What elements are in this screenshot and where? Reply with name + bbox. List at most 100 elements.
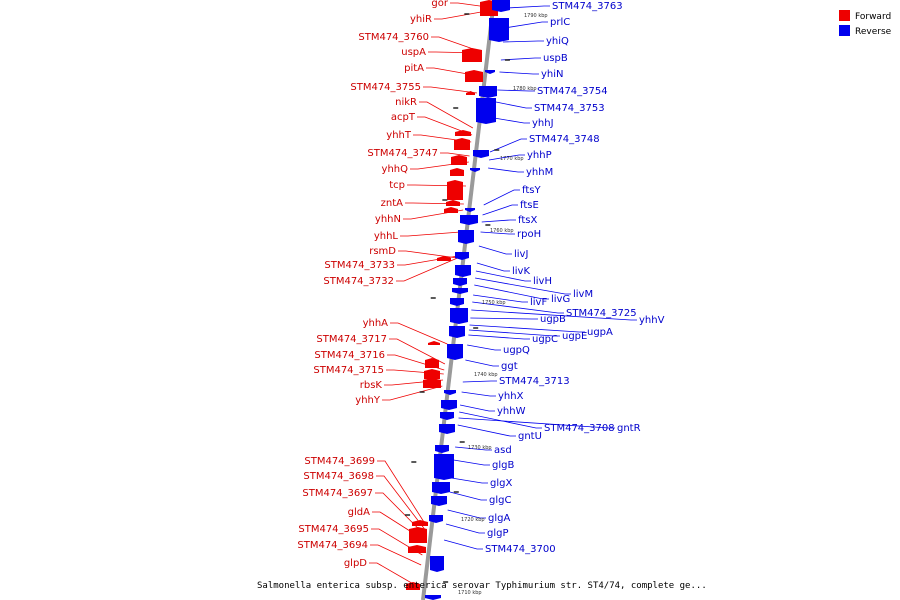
reverse-gene-label: ugpQ — [503, 345, 530, 356]
reverse-connector — [480, 231, 515, 235]
reverse-connector — [495, 101, 532, 109]
reverse-gene-label: STM474_3763 — [552, 1, 623, 12]
reverse-gene-feature — [431, 496, 447, 506]
reverse-connector — [453, 459, 490, 466]
reverse-gene-label: ftsX — [518, 215, 537, 226]
reverse-connector — [503, 40, 544, 43]
reverse-gene-label: ugpE — [562, 331, 587, 342]
reverse-gene-label: yhhV — [639, 315, 665, 326]
reverse-connector — [459, 411, 542, 429]
scale-tick-label: 1710 kbp — [458, 590, 482, 596]
reverse-gene-feature — [439, 424, 455, 434]
reverse-gene-label: yhhW — [497, 406, 526, 417]
reverse-connector — [472, 301, 564, 314]
forward-connector — [434, 10, 487, 20]
reverse-gene-feature — [450, 298, 464, 306]
reverse-gene-label: ggt — [501, 361, 518, 372]
forward-connector — [417, 116, 473, 136]
forward-gene-label: yhhN — [375, 214, 401, 225]
forward-gene-label: yhhT — [386, 130, 412, 141]
forward-connector — [426, 67, 480, 77]
reverse-connector — [488, 167, 524, 173]
reverse-connector — [475, 270, 531, 282]
forward-gene-label: STM474_3699 — [304, 456, 375, 467]
reverse-gene-label: STM474_3713 — [499, 376, 570, 387]
reverse-gene-label: glgX — [490, 478, 512, 489]
reverse-gene-feature — [429, 515, 443, 523]
forward-gene-label: STM474_3698 — [303, 471, 374, 482]
legend-forward-label: Forward — [855, 12, 891, 22]
reverse-gene-label: livJ — [514, 249, 528, 260]
forward-gene-feature — [455, 130, 471, 136]
reverse-gene-feature — [444, 390, 456, 395]
reverse-gene-label: livH — [533, 276, 552, 287]
forward-gene-label: yhhY — [355, 395, 381, 406]
forward-gene-feature — [466, 91, 475, 95]
forward-gene-feature — [406, 582, 420, 590]
forward-gene-feature — [465, 70, 483, 82]
reverse-connector — [467, 344, 501, 351]
reverse-connector — [455, 446, 492, 451]
reverse-connector — [459, 404, 495, 412]
reverse-connector — [443, 539, 483, 550]
reverse-gene-label: glgP — [487, 528, 509, 539]
forward-gene-feature — [444, 207, 458, 213]
forward-connector — [371, 528, 423, 556]
forward-gene-label: STM474_3733 — [324, 260, 395, 271]
forward-connector — [419, 101, 474, 129]
reverse-gene-feature — [452, 288, 468, 294]
legend-reverse-swatch — [839, 25, 850, 36]
forward-gene-label: uspA — [401, 47, 426, 58]
gene-features — [406, 0, 510, 600]
reverse-connector — [497, 89, 535, 92]
scale-tick-label: 1770 kbp — [500, 156, 524, 162]
reverse-gene-feature — [441, 400, 457, 410]
reverse-gene-label: gntU — [518, 431, 542, 442]
forward-gene-label: zntA — [381, 198, 404, 209]
reverse-connector — [449, 491, 487, 501]
reverse-gene-label: ugpB — [540, 314, 566, 325]
reverse-gene-label: glgC — [489, 495, 511, 506]
forward-connector — [370, 544, 422, 566]
forward-gene-label: STM474_3694 — [297, 540, 368, 551]
reverse-connector — [500, 57, 541, 61]
forward-gene-feature — [428, 341, 440, 345]
forward-gene-feature — [447, 180, 463, 200]
forward-connector — [376, 475, 426, 531]
reverse-gene-label: ugpC — [532, 334, 558, 345]
reverse-gene-label: yhiN — [541, 69, 564, 80]
reverse-gene-feature — [455, 265, 471, 277]
reverse-gene-label: livF — [530, 297, 547, 308]
scale-tick-label: 1790 kbp — [524, 13, 548, 19]
map-caption: Salmonella enterica subsp. enterica sero… — [257, 581, 707, 591]
reverse-gene-label: rpoH — [517, 229, 541, 240]
reverse-gene-label: yhiQ — [546, 36, 569, 47]
forward-connector — [369, 562, 419, 588]
scale-tick-label: 1780 kbp — [513, 86, 537, 92]
reverse-gene-feature — [432, 482, 450, 494]
forward-connector — [450, 2, 488, 8]
reverse-connector — [476, 262, 510, 272]
reverse-connector — [447, 509, 486, 519]
forward-gene-label: STM474_3715 — [313, 365, 384, 376]
reverse-connector — [465, 359, 499, 367]
forward-connector — [389, 338, 446, 365]
reverse-connector — [489, 154, 525, 161]
reverse-gene-label: ftsY — [522, 185, 541, 196]
reverse-gene-feature — [460, 215, 478, 225]
reverse-gene-label: livK — [512, 266, 530, 277]
reverse-connector — [507, 5, 550, 9]
forward-gene-feature — [409, 527, 427, 543]
forward-gene-label: nikR — [395, 97, 417, 108]
reverse-gene-label: uspB — [543, 53, 568, 64]
reverse-gene-label: livG — [551, 294, 570, 305]
forward-connector — [413, 134, 472, 143]
scale-tick-label: 1730 kbp — [468, 445, 492, 451]
reverse-gene-feature — [458, 230, 474, 244]
reverse-gene-label: prlC — [550, 17, 570, 28]
reverse-connector — [468, 329, 560, 337]
reverse-gene-feature — [465, 208, 475, 212]
reverse-gene-label: glgA — [488, 513, 510, 524]
forward-connector — [440, 152, 470, 157]
